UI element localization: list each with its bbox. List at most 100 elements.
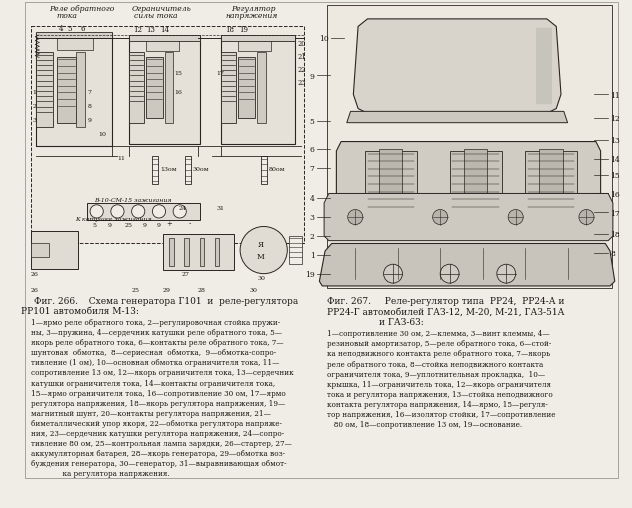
Bar [539, 149, 563, 224]
Bar [36, 52, 53, 128]
Text: 24: 24 [179, 206, 187, 211]
Text: 22: 22 [298, 66, 306, 74]
Text: 16: 16 [174, 89, 182, 94]
Bar [36, 32, 112, 38]
Text: 19: 19 [239, 26, 248, 35]
Text: 13: 13 [610, 137, 620, 145]
Text: 21: 21 [298, 53, 306, 61]
Bar [36, 33, 112, 146]
Text: 29: 29 [162, 288, 171, 293]
Circle shape [348, 209, 363, 225]
Circle shape [508, 209, 523, 225]
Circle shape [152, 205, 166, 218]
Circle shape [173, 205, 186, 218]
Bar [238, 56, 255, 118]
Text: 27: 27 [181, 272, 190, 277]
Text: Ограничитель: Ограничитель [131, 5, 191, 13]
Bar [200, 238, 204, 266]
Bar [146, 36, 179, 51]
Circle shape [90, 205, 103, 218]
Text: напряжения: напряжения [226, 12, 278, 20]
Text: 12: 12 [610, 115, 620, 123]
Text: 12: 12 [133, 26, 142, 35]
Text: 17: 17 [217, 71, 224, 76]
Text: 4: 4 [59, 24, 63, 33]
Bar [30, 26, 304, 243]
Text: Фиг. 266.: Фиг. 266. [34, 297, 78, 306]
Circle shape [131, 205, 145, 218]
Polygon shape [324, 194, 613, 241]
Text: 14: 14 [160, 26, 169, 35]
Bar [146, 56, 162, 118]
Text: 15: 15 [610, 172, 620, 180]
Text: 3: 3 [310, 214, 315, 222]
Bar [129, 36, 200, 144]
Circle shape [579, 209, 594, 225]
Text: 1—ярмо реле обратного тока, 2—регулировочная стойка пружи-
ны, 3—пружина, 4—серд: 1—ярмо реле обратного тока, 2—регулирово… [30, 319, 293, 479]
Text: 9: 9 [143, 223, 147, 228]
Text: силы тока: силы тока [135, 12, 178, 20]
Circle shape [240, 227, 288, 274]
Text: 31: 31 [217, 206, 224, 211]
Bar [261, 156, 267, 184]
Text: М: М [256, 252, 264, 261]
Bar [327, 5, 612, 288]
Text: В-10-СМ-15 зажигания: В-10-СМ-15 зажигания [94, 198, 171, 203]
Text: 11: 11 [610, 91, 620, 100]
Text: 3: 3 [32, 118, 37, 123]
Circle shape [497, 264, 516, 283]
Text: 19: 19 [305, 271, 315, 279]
Bar [30, 243, 49, 257]
Text: 14: 14 [610, 156, 620, 164]
Text: и ГАЗ-63:: и ГАЗ-63: [379, 318, 423, 327]
Bar [57, 33, 93, 50]
Text: Реле обратного: Реле обратного [49, 5, 115, 13]
Text: 23: 23 [298, 79, 306, 87]
Bar [129, 35, 200, 41]
Text: 5: 5 [93, 223, 97, 228]
Circle shape [111, 205, 124, 218]
Text: 8: 8 [87, 104, 91, 109]
Bar [379, 149, 403, 224]
Bar [238, 36, 271, 51]
Bar [221, 52, 236, 122]
Text: 6: 6 [81, 24, 85, 33]
Bar [185, 156, 191, 184]
Text: 26: 26 [30, 288, 39, 293]
Text: 6: 6 [310, 146, 315, 154]
Text: 28: 28 [198, 288, 205, 293]
Text: 80ом: 80ом [269, 167, 285, 172]
Text: 25: 25 [125, 223, 133, 228]
Bar [449, 151, 502, 222]
Bar [87, 203, 200, 220]
Text: 11: 11 [118, 156, 125, 161]
Text: Схема генератора Г101  и  реле-регулятора: Схема генератора Г101 и реле-регулятора [83, 297, 299, 306]
Bar [129, 52, 144, 122]
Text: 17: 17 [610, 209, 620, 217]
Bar [365, 151, 416, 222]
Text: +: + [166, 220, 173, 228]
Text: 13: 13 [146, 26, 155, 35]
Text: Фиг. 267.: Фиг. 267. [327, 297, 371, 306]
Bar [221, 35, 295, 41]
Bar [164, 52, 173, 122]
Text: 18: 18 [610, 231, 620, 239]
Text: 7: 7 [87, 89, 91, 94]
Polygon shape [353, 19, 561, 113]
Text: 30: 30 [257, 275, 265, 280]
Bar [257, 52, 265, 122]
Text: 1—сопротивление 30 ом, 2—клемма, 3—винт клеммы, 4—
резиновый амортизатор, 5—реле: 1—сопротивление 30 ом, 2—клемма, 3—винт … [327, 330, 556, 429]
Text: 2: 2 [310, 233, 315, 241]
Bar [221, 36, 295, 144]
Circle shape [433, 209, 447, 225]
Text: 9: 9 [157, 223, 161, 228]
Text: РР101 автомобиля М-13:: РР101 автомобиля М-13: [21, 307, 138, 315]
Text: 1: 1 [310, 252, 315, 260]
Bar [464, 149, 487, 224]
Text: 9: 9 [310, 73, 315, 81]
Text: 30ом: 30ом [193, 167, 210, 172]
Text: 18: 18 [225, 26, 234, 35]
Text: 16: 16 [610, 190, 620, 199]
Text: 25: 25 [131, 288, 140, 293]
Bar [525, 151, 577, 222]
